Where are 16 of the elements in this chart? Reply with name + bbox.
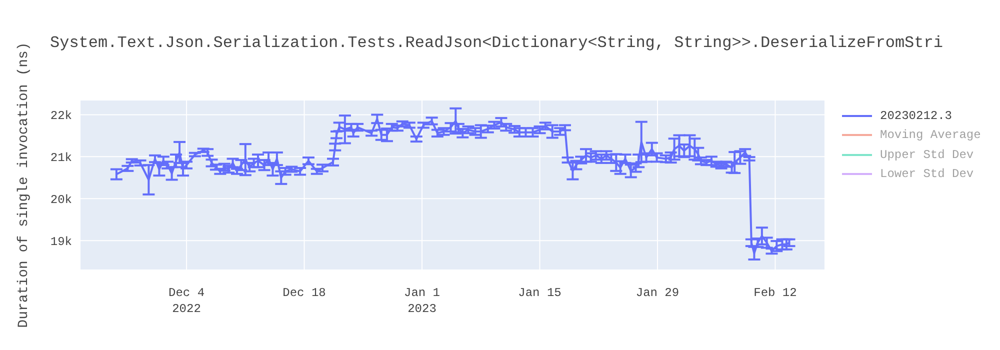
y-tick-label: 22k xyxy=(50,108,72,123)
y-axis-title: Duration of single invocation (ns) xyxy=(16,42,32,328)
chart-title: System.Text.Json.Serialization.Tests.ReadJson<Dictionary<String, String>>.DeserializeFromStri xyxy=(50,34,943,52)
y-tick-label: 19k xyxy=(50,234,72,249)
legend-label: 20230212.3 xyxy=(880,108,952,123)
legend-label: Upper Std Dev xyxy=(880,148,974,162)
legend-label: Moving Average xyxy=(880,128,981,142)
x-tick-label: Jan 15 xyxy=(518,286,562,300)
legend-label: Lower Std Dev xyxy=(880,167,974,182)
x-tick-label: Dec 18 xyxy=(282,286,326,300)
y-tick-label: 21k xyxy=(50,150,72,165)
x-tick-label: Dec 4 2022 xyxy=(168,286,205,316)
x-tick-label: Feb 12 xyxy=(754,286,797,300)
x-tick-label: Jan 29 xyxy=(636,286,680,300)
x-tick-label: Jan 1 2023 xyxy=(404,286,440,316)
y-tick-label: 20k xyxy=(50,192,72,207)
